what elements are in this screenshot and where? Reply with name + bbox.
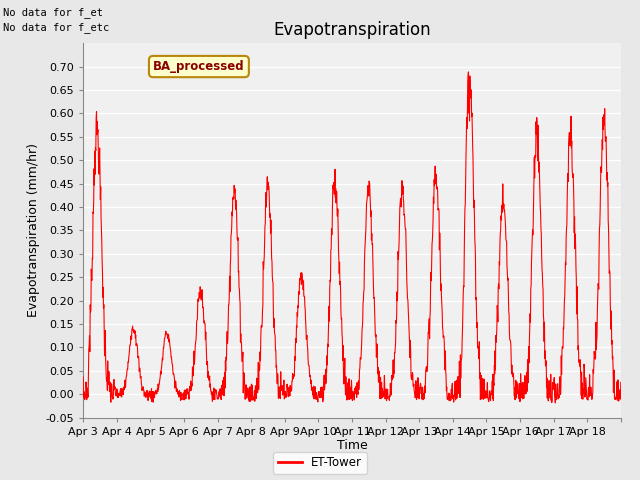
Y-axis label: Evapotranspiration (mm/hr): Evapotranspiration (mm/hr) <box>27 144 40 317</box>
Text: No data for f_etc: No data for f_etc <box>3 22 109 33</box>
X-axis label: Time: Time <box>337 439 367 453</box>
Text: No data for f_et: No data for f_et <box>3 7 103 18</box>
Title: Evapotranspiration: Evapotranspiration <box>273 21 431 39</box>
Text: BA_processed: BA_processed <box>153 60 244 73</box>
Legend: ET-Tower: ET-Tower <box>273 452 367 474</box>
